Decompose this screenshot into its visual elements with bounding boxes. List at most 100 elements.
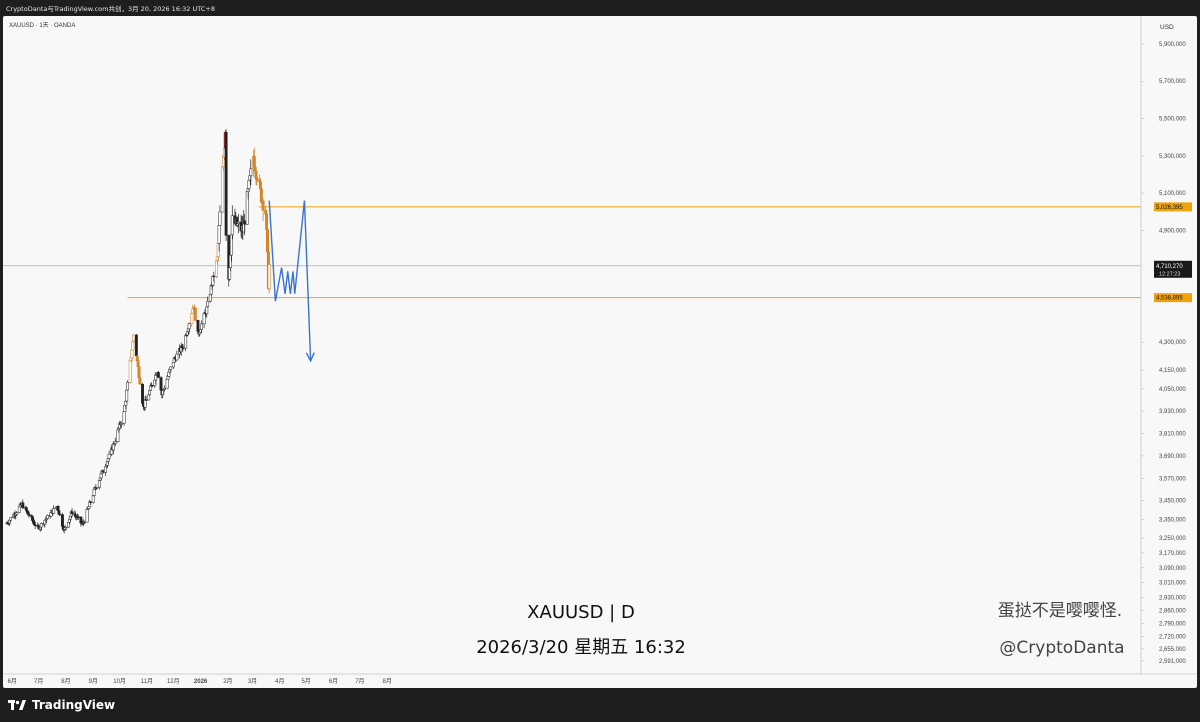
x-tick-label: 6月 [329,678,338,685]
candle-body [163,387,166,390]
candle-body [132,334,136,342]
x-tick-label: 7月 [34,678,43,685]
candle-body [33,524,37,527]
y-tick-label: 4,050,000 [1159,387,1186,393]
candle-body [15,512,19,515]
x-tick-label: 3月 [248,678,257,685]
projection-arrowhead [305,352,315,363]
y-tick-label: 3,810,000 [1159,432,1186,438]
candle-body [76,516,80,518]
x-tick-label: 11月 [141,678,153,685]
x-tick-label: 12月 [167,678,180,685]
x-tick-label: 2026 [194,679,208,685]
brand-footer[interactable]: TradingView [8,696,115,714]
y-tick-label: 4,900,000 [1159,228,1186,234]
chart-svg[interactable]: 5,900,000 5,700,000 5,500,000 5,300,000 5,10… [3,16,1197,688]
candle-body [128,360,132,383]
candle-body [221,166,225,213]
candle-body [58,513,62,516]
y-tick-label: 5,700,000 [1159,79,1186,85]
candle-body [187,323,191,330]
candle-body [202,313,206,325]
candle-body [144,399,148,401]
candle-body [165,378,169,389]
candle-body [148,385,152,391]
candle-body [181,347,185,349]
countdown-text: 12:27:23 [1159,271,1180,277]
overlay-author-cn: 蛋挞不是嘤嘤怪. [998,601,1122,621]
candle-body [230,215,234,236]
y-tick-label: 3,170,000 [1159,551,1186,557]
currency-label: USD [1160,24,1174,31]
candle-body [101,470,105,473]
price-axis[interactable]: 5,900,000 5,700,000 5,500,000 5,300,000 5,10… [1141,42,1186,665]
candle-body [184,334,188,349]
overlay-datetime: 2026/3/20 星期五 16:32 [476,637,686,658]
candle-body [190,313,194,324]
candle-body [134,334,138,357]
candle-body [267,264,271,290]
time-axis[interactable]: 6月 7月 8月 9月 10月 11月 12月 2026 2月 3月 4月 5月 6月 7月 8月 [8,678,392,685]
y-tick-label: 3,450,000 [1159,499,1186,505]
level-tag [1154,293,1192,303]
y-tick-label: 5,500,000 [1159,117,1186,123]
y-tick-label: 4,300,000 [1159,340,1186,346]
candle-body [21,502,25,509]
x-tick-label: 10月 [113,678,126,685]
overlay-author-handle: @CryptoDanta [999,638,1124,658]
candle-body [224,131,228,236]
x-tick-label: 8月 [61,678,70,685]
overlay-title: XAUUSD | D [527,602,635,623]
x-tick-label: 7月 [355,678,364,685]
candle-body [89,501,93,503]
levels [3,206,1141,299]
candles [5,129,271,534]
candle-body [193,308,197,321]
x-tick-label: 2月 [223,678,232,685]
candle-body [95,487,99,489]
y-tick-label: 2,860,000 [1159,609,1186,615]
projection-path[interactable] [268,200,312,361]
candle-body [138,377,142,385]
candle-body [57,510,61,515]
y-tick-label: 5,100,000 [1159,191,1186,197]
current-price-text: 4,710,270 [1156,264,1183,270]
candle-body [87,506,91,509]
candle-body [70,511,74,515]
candle-body [56,506,60,511]
top-bar-attribution: CryptoDanta与TradingView.com共创，3月 20, 202… [6,5,215,13]
candle-body [52,508,56,514]
candle-body [119,423,123,425]
tradingview-logo-icon [8,699,26,711]
y-tick-label: 3,690,000 [1159,454,1186,460]
y-tick-label: 2,930,000 [1159,596,1186,602]
level-tag-text: 4,538,895 [1156,296,1183,302]
y-tick-label: 5,300,000 [1159,154,1186,160]
candle-body [255,177,259,181]
candle-body [156,372,160,378]
level-tag [1154,202,1192,212]
candle-body [130,349,134,359]
y-tick-label: 5,900,000 [1159,42,1186,48]
chart-panel[interactable]: 5,900,000 5,700,000 5,500,000 5,300,000 5,10… [3,16,1197,688]
candle-body [39,523,43,528]
candle-body [122,411,126,424]
y-tick-label: 3,010,000 [1159,581,1186,587]
candle-body [236,221,240,224]
y-tick-label: 2,720,000 [1159,635,1186,641]
y-tick-label: 4,150,000 [1159,368,1186,374]
y-tick-label: 2,591,000 [1159,659,1186,665]
candle-body [64,526,68,529]
candle-body [243,220,247,225]
y-tick-label: 2,655,000 [1159,647,1186,653]
candle-body [265,213,269,230]
candle-body [200,323,203,330]
candle-body [113,441,117,444]
candle-body [148,390,152,395]
candle-body [198,331,202,335]
current-price-tag [1154,260,1192,278]
candle-body [217,225,221,244]
candle-body [218,211,222,226]
